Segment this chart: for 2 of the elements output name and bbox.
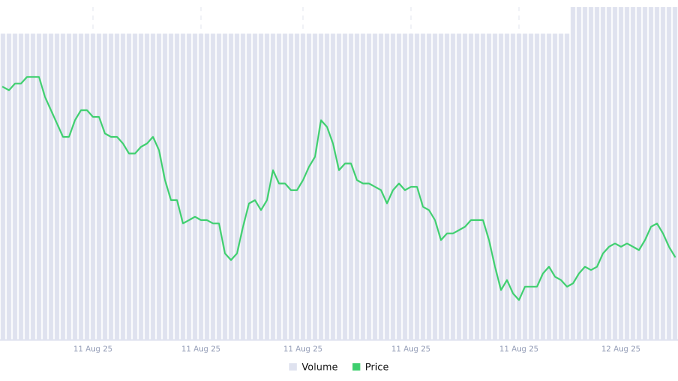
legend-label: Volume — [302, 362, 338, 370]
legend-label: Price — [366, 362, 388, 370]
